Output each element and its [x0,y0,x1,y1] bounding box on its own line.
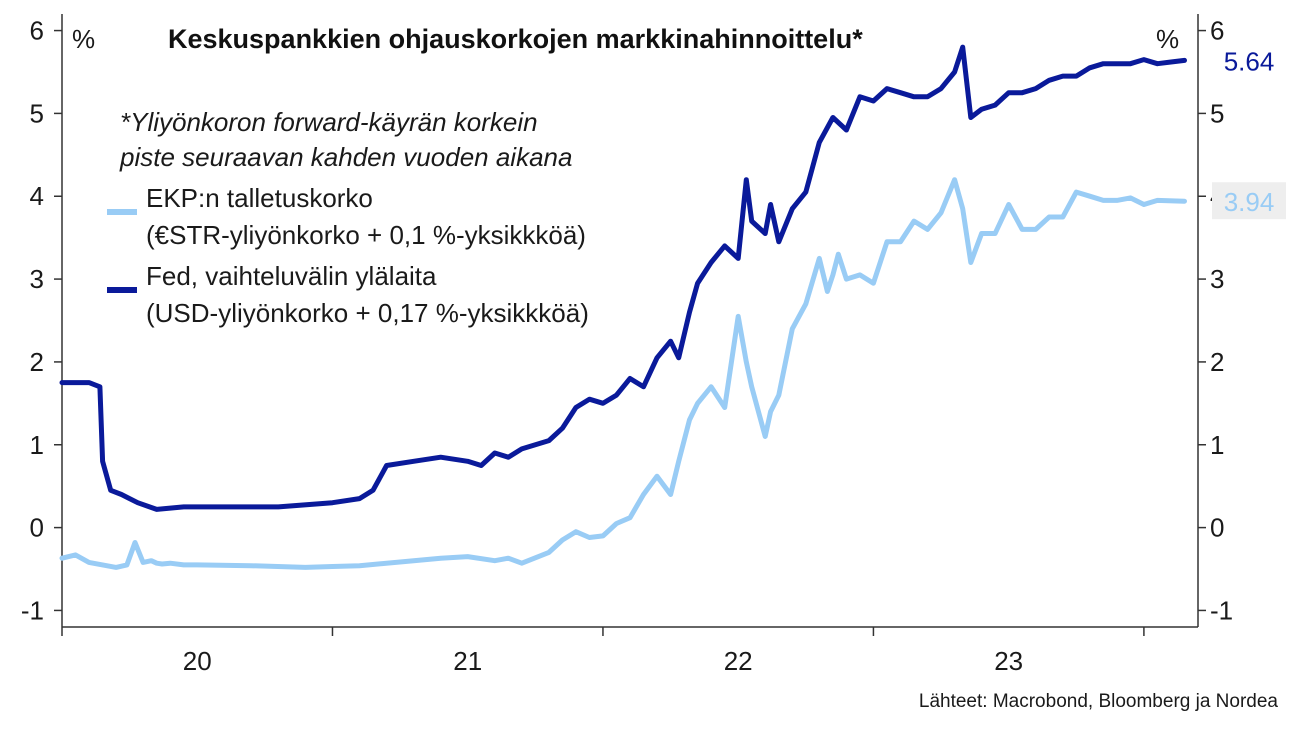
y-tick-label-right: 0 [1210,513,1224,543]
end-label-0: 3.94 [1224,187,1275,217]
y-tick-label-left: 2 [30,347,44,377]
y-tick-label-right: 2 [1210,347,1224,377]
axes [54,14,1206,636]
y-tick-label-left: 0 [30,513,44,543]
unit-left: % [72,24,95,54]
x-tick-label: 20 [183,646,212,676]
y-tick-label-right: 5 [1210,98,1224,128]
y-tick-label-right: 1 [1210,430,1224,460]
end-labels: 3.94 5.64 [1212,41,1286,220]
note-line-1: *Yliyönkoron forward-käyrän korkein [120,107,538,137]
end-label-bg-0 [1212,182,1286,220]
legend-sublabel-ekp: (€STR-yliyönkorko + 0,1 %-yksikkköä) [146,220,586,250]
y-tick-label-left: 3 [30,264,44,294]
chart-title: Keskuspankkien ohjauskorkojen markkinahi… [168,24,863,54]
y-tick-label-left: 5 [30,98,44,128]
series [59,44,1187,570]
x-tick-label: 21 [453,646,482,676]
y-tick-label-left: 1 [30,430,44,460]
legend-sublabel-fed: (USD-yliyönkorko + 0,17 %-yksikkköä) [146,298,589,328]
y-tick-label-right: 3 [1210,264,1224,294]
y-tick-label-left: 6 [30,16,44,46]
y-tick-label-left: 4 [30,181,44,211]
y-tick-label-right: 6 [1210,16,1224,46]
unit-right: % [1156,24,1179,54]
series-line-1 [59,44,1187,512]
x-tick-label: 23 [994,646,1023,676]
series-line-0 [59,177,1187,570]
x-tick-labels: 20 21 22 23 [183,646,1023,676]
legend-label-fed: Fed, vaihteluvälin ylälaita [146,261,437,291]
y-tick-labels: -1-100112233445566 [21,16,1233,626]
y-tick-label-left: -1 [21,595,44,625]
note-line-2: piste seuraavan kahden vuoden aikana [119,142,572,172]
end-label-bg-1 [1212,41,1286,79]
source-note: Lähteet: Macrobond, Bloomberg ja Nordea [919,691,1279,712]
legend-label-ekp: EKP:n talletuskorko [146,183,373,213]
x-tick-label: 22 [724,646,753,676]
y-tick-label-right: -1 [1210,595,1233,625]
end-label-1: 5.64 [1224,46,1275,76]
